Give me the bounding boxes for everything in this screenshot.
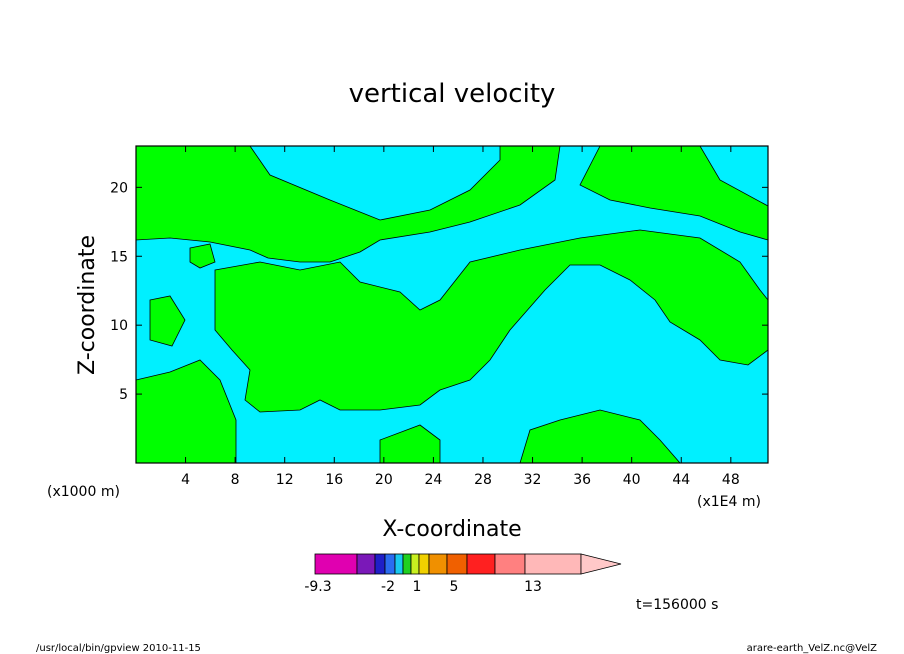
x-unit-label: (x1E4 m) (697, 494, 761, 510)
colorbar-labels: -9.3 -2 1 5 13 (304, 579, 542, 595)
colorbar-segment (410, 553, 420, 575)
positive-velocity-region (135, 145, 561, 263)
colorbar-segment (314, 553, 358, 575)
colorbar-segment (446, 553, 468, 575)
y-axis: 5 10 15 20 (110, 180, 768, 403)
positive-velocity-region (579, 145, 769, 241)
positive-velocity-region (379, 424, 441, 464)
positive-velocity-region (519, 409, 681, 464)
y-tick-label: 5 (119, 387, 128, 403)
colorbar-segment (494, 553, 526, 575)
positive-velocity-regions (135, 145, 769, 464)
x-tick-label: 48 (722, 472, 740, 488)
colorbar-segment (356, 553, 376, 575)
y-axis-title: Z-coordinate (75, 235, 100, 375)
colorbar-label: -2 (381, 579, 395, 595)
colorbar-label: 13 (524, 579, 542, 595)
colorbar-segment (418, 553, 430, 575)
x-tick-label: 44 (672, 472, 690, 488)
y-tick-label: 10 (110, 318, 128, 334)
x-axis-title: X-coordinate (382, 517, 521, 542)
plot-area (135, 145, 769, 464)
chart-title: vertical velocity (349, 79, 556, 109)
colorbar (314, 553, 622, 575)
colorbar-segment (466, 553, 496, 575)
x-axis: 4 8 12 16 20 24 28 32 36 40 44 48 (181, 146, 740, 488)
plot-frame (135, 145, 769, 464)
x-tick-label: 8 (231, 472, 240, 488)
colorbar-segment (428, 553, 448, 575)
colorbar-segment (402, 553, 412, 575)
x-tick-label: 32 (524, 472, 542, 488)
x-tick-label: 16 (325, 472, 343, 488)
time-label: t=156000 s (636, 597, 718, 613)
colorbar-segment (384, 553, 396, 575)
footer-left: /usr/local/bin/gpview 2010-11-15 (36, 643, 201, 654)
footer-right: arare-earth_VelZ.nc@VelZ (747, 643, 878, 654)
y-unit-label: (x1000 m) (47, 484, 120, 500)
colorbar-segment (524, 553, 582, 575)
y-tick-label: 15 (110, 249, 128, 265)
x-tick-label: 36 (573, 472, 591, 488)
positive-velocity-region (149, 295, 186, 347)
colorbar-label: 5 (450, 579, 459, 595)
x-tick-label: 40 (623, 472, 641, 488)
colorbar-label: 1 (413, 579, 422, 595)
colorbar-segment (374, 553, 386, 575)
colorbar-segment (394, 553, 404, 575)
x-tick-label: 24 (424, 472, 442, 488)
positive-velocity-region (189, 243, 216, 269)
x-tick-label: 28 (474, 472, 492, 488)
colorbar-arrow (580, 553, 622, 575)
y-tick-label: 20 (110, 180, 128, 196)
x-tick-label: 4 (181, 472, 190, 488)
x-tick-label: 20 (375, 472, 393, 488)
x-tick-label: 12 (276, 472, 294, 488)
positive-velocity-region (214, 229, 769, 413)
colorbar-label: -9.3 (304, 579, 331, 595)
